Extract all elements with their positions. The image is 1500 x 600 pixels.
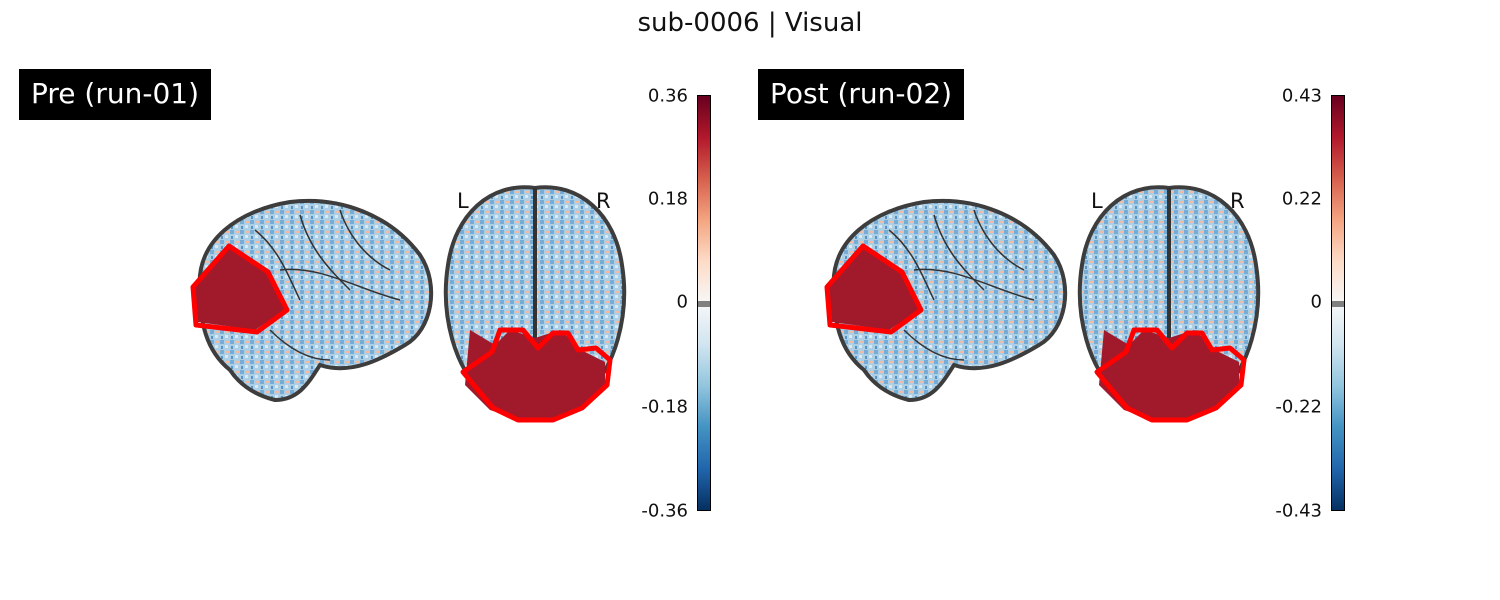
colorbar-tick-label: -0.18 (641, 396, 688, 418)
axial-view (1077, 185, 1261, 423)
axial-view (443, 185, 627, 423)
panel-label: Post (run-02) (758, 69, 965, 120)
glass-brain-views (824, 185, 1261, 423)
panel-pre: Pre (run-01) (19, 69, 711, 522)
colorbar-tick-label: 0 (1310, 291, 1322, 313)
colorbar-tick-label: -0.22 (1275, 396, 1322, 418)
colorbar-tick-label: 0 (676, 291, 688, 313)
orientation-right-label: R (1230, 189, 1245, 213)
figure-title: sub-0006 | Visual (637, 8, 863, 38)
roi-outline (190, 243, 290, 335)
colorbar-tick-label: -0.36 (641, 500, 688, 522)
panel-post: Post (run-02) L R 0.43 0.22 0 -0.22 -0.4… (634, 0, 1384, 600)
panel-label: Pre (run-01) (19, 69, 211, 120)
roi-outline (824, 243, 924, 335)
colorbar-threshold-band (1332, 301, 1344, 307)
colorbar-threshold-band (698, 301, 710, 307)
colorbar-tick-label: 0.22 (1281, 188, 1322, 210)
colorbar (697, 95, 711, 511)
roi-outline (1094, 327, 1247, 423)
colorbar-tick-label: 0.18 (647, 188, 688, 210)
colorbar-tick-label: 0.43 (1281, 85, 1322, 107)
orientation-left-label: L (457, 189, 469, 213)
colorbar-tick-label: 0.36 (647, 85, 688, 107)
sagittal-view (824, 198, 1068, 403)
glass-brain-views (190, 185, 627, 423)
colorbar (1331, 95, 1345, 511)
roi-outline (460, 327, 613, 423)
colorbar-tick-label: -0.43 (1275, 500, 1322, 522)
orientation-right-label: R (596, 189, 611, 213)
orientation-left-label: L (1091, 189, 1103, 213)
sagittal-view (190, 198, 434, 403)
